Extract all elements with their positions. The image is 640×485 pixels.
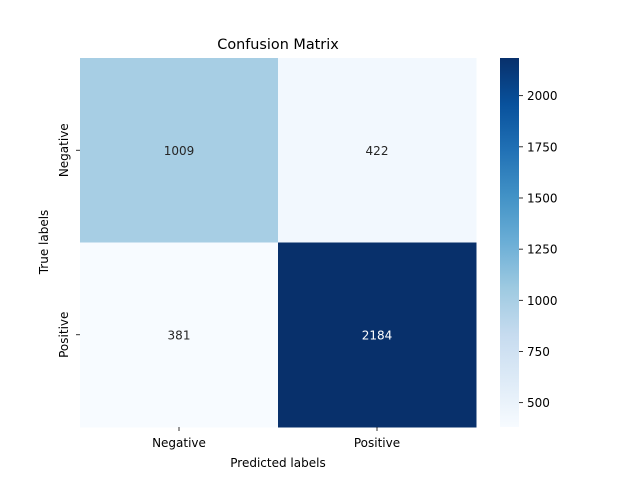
chart-title: Confusion Matrix (217, 37, 339, 53)
colorbar-tick-label-2: 1000 (527, 294, 558, 308)
colorbar-tick-label-3: 1250 (527, 243, 558, 257)
y-tick-label-1: Positive (57, 312, 71, 358)
colorbar-tick-label-0: 500 (527, 396, 550, 410)
y-tick-label-0: Negative (57, 123, 71, 177)
colorbar-ticks: 500 750 1000 1250 1500 1750 2000 (519, 89, 558, 410)
x-tick-label-0: Negative (152, 436, 206, 450)
cell-value-0-0: 1009 (164, 144, 195, 158)
heatmap-cell-0-0 (80, 58, 279, 243)
cell-value-0-1: 422 (366, 144, 389, 158)
cell-value-1-0: 381 (168, 328, 191, 342)
colorbar-tick-label-5: 1750 (527, 140, 558, 154)
colorbar-tick-label-4: 1500 (527, 191, 558, 205)
colorbar-tick-label-1: 750 (527, 345, 550, 359)
y-axis-ticks: Negative Positive (57, 123, 80, 358)
x-axis-label: Predicted labels (230, 456, 325, 470)
heatmap-cell-0-1 (278, 58, 477, 243)
colorbar-tick-label-6: 2000 (527, 89, 558, 103)
x-tick-label-1: Positive (354, 436, 400, 450)
heatmap-cells (80, 58, 477, 428)
colorbar (500, 58, 519, 427)
heatmap-cell-labels: 1009 422 381 2184 (164, 144, 393, 343)
heatmap-cell-1-1 (278, 242, 477, 428)
cell-value-1-1: 2184 (362, 328, 393, 342)
y-axis-label: True labels (37, 210, 51, 276)
heatmap-cell-1-0 (80, 242, 279, 428)
x-axis-ticks: Negative Positive (152, 427, 400, 450)
